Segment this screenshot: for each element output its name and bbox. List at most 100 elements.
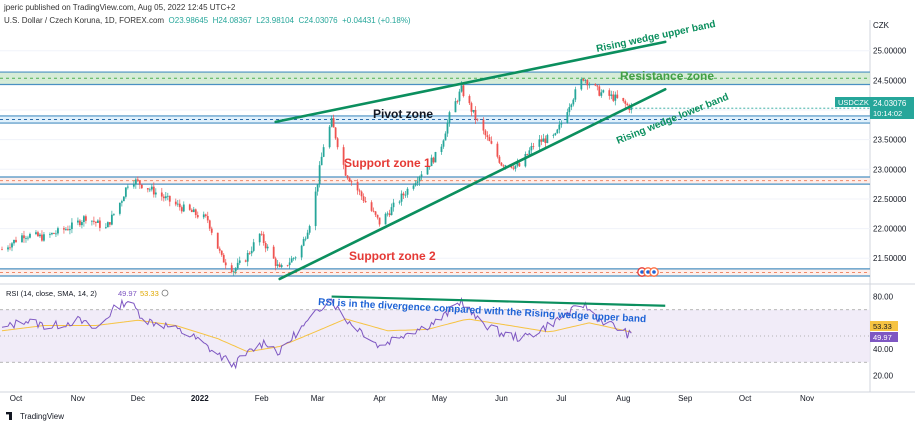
candle-body	[160, 192, 163, 197]
candle-body	[202, 214, 205, 218]
rsi-legend-label: RSI (14, close, SMA, 14, 2)	[6, 289, 97, 298]
tradingview-brand[interactable]: TradingView	[6, 412, 64, 421]
candle-body	[292, 257, 295, 259]
eye-icon	[161, 289, 169, 297]
candle-body	[476, 119, 479, 121]
candle-body	[460, 85, 463, 92]
event-flag-icon-center	[640, 270, 644, 274]
candle-body	[484, 130, 487, 136]
symbol-ticker-text: USDCZK	[838, 98, 869, 107]
candle-body	[510, 165, 513, 168]
candle-body	[180, 207, 183, 212]
candle-body	[538, 139, 541, 147]
candle-body	[174, 201, 177, 205]
candle-body	[120, 201, 123, 203]
candle-body	[258, 233, 261, 243]
candle-body	[414, 183, 417, 186]
rsi-badge-text: 49.97	[873, 333, 892, 342]
candle-body	[190, 209, 193, 213]
rsi-background-band	[0, 309, 870, 363]
price-tick-label: 23.50000	[873, 136, 907, 145]
publisher-line: jperic published on TradingView.com, Aug…	[4, 3, 236, 12]
candle-body	[204, 214, 207, 217]
annotation-resistance-zone: Resistance zone	[620, 69, 714, 83]
candle-body	[230, 265, 233, 273]
candle-body	[572, 99, 575, 105]
candle-body	[274, 258, 277, 266]
candle-body	[300, 245, 303, 258]
candle-body	[468, 96, 471, 104]
annotation-pivot-zone: Pivot zone	[373, 107, 433, 121]
rsi-legend-value: 49.97	[118, 289, 137, 298]
candle-body	[236, 262, 239, 269]
candle-body	[94, 221, 97, 223]
candle-body	[348, 178, 351, 182]
candle-body	[41, 234, 43, 241]
rsi-divergence-line	[331, 295, 666, 307]
candle-body	[208, 220, 211, 229]
candle-body	[344, 164, 347, 176]
time-axis-label: Oct	[10, 394, 23, 403]
candle-body	[1, 249, 3, 251]
candle-body	[286, 265, 289, 266]
candle-body	[412, 185, 415, 189]
price-tick-label: 25.00000	[873, 47, 907, 56]
candle-body	[622, 97, 625, 102]
candle-body	[232, 271, 235, 273]
candle-body	[146, 188, 149, 190]
last-price-text: 24.03076	[873, 99, 907, 108]
price-tick-label: 22.50000	[873, 195, 907, 204]
tradingview-logo-icon	[6, 412, 12, 420]
candle-body	[276, 264, 279, 266]
candle-body	[418, 176, 421, 182]
event-flag-icon-center	[652, 270, 656, 274]
candle-body	[196, 215, 199, 218]
time-axis-label: Jul	[556, 394, 566, 403]
candle-body	[432, 157, 435, 163]
candle-body	[266, 246, 269, 249]
candle-body	[378, 217, 381, 225]
candle-body	[126, 186, 129, 188]
candle-body	[428, 166, 431, 167]
rsi-tick-label: 40.00	[873, 345, 894, 354]
candle-body	[570, 104, 573, 108]
candle-body	[92, 220, 95, 222]
candle-body	[358, 190, 361, 192]
time-axis-label: Mar	[311, 394, 325, 403]
candle-body	[244, 260, 247, 262]
candle-body	[540, 139, 543, 142]
candle-body	[374, 211, 377, 215]
candle-body	[598, 86, 601, 96]
candle-body	[77, 220, 79, 223]
rsi-ma-badge	[870, 321, 898, 331]
candle-body	[194, 209, 197, 216]
last-price-badge	[870, 97, 914, 119]
candle-body	[152, 186, 155, 195]
candle-body	[602, 90, 605, 93]
candle-body	[458, 91, 461, 102]
candle-body	[49, 234, 51, 236]
candle-body	[406, 188, 409, 195]
candle-body	[118, 202, 121, 214]
candle-body	[542, 138, 545, 142]
rising-wedge-lower-band-line	[278, 87, 667, 281]
candle-body	[138, 180, 141, 185]
candle-body	[532, 146, 535, 147]
candle-body	[446, 122, 449, 134]
candle-body	[25, 237, 27, 239]
candle-body	[426, 166, 429, 175]
candle-body	[444, 133, 447, 141]
candle-body	[454, 101, 457, 113]
candle-body	[322, 147, 325, 157]
candle-body	[302, 239, 305, 246]
price-tick-label: 24.50000	[873, 76, 907, 85]
candle-body	[568, 107, 571, 113]
candle-body	[530, 146, 533, 151]
candle-body	[626, 103, 629, 106]
candle-body	[456, 101, 459, 103]
candle-body	[500, 162, 503, 166]
time-axis-label: Sep	[678, 394, 693, 403]
candle-body	[262, 234, 265, 243]
candle-body	[224, 262, 227, 266]
